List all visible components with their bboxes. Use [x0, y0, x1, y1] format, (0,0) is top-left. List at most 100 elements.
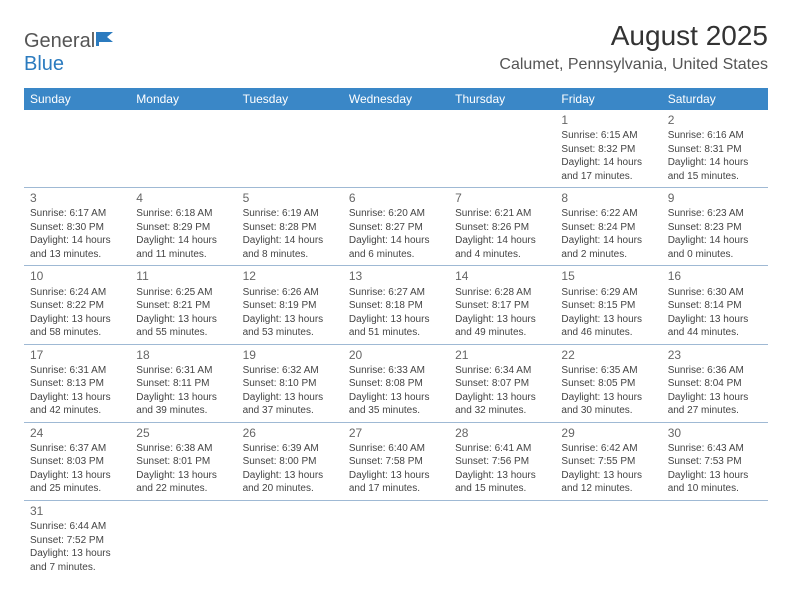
day-number: 18	[136, 347, 230, 363]
day-cell: 30Sunrise: 6:43 AMSunset: 7:53 PMDayligh…	[662, 422, 768, 500]
day-number: 6	[349, 190, 443, 206]
day-detail: Daylight: 14 hours	[668, 234, 762, 248]
day-detail: Sunset: 8:13 PM	[30, 377, 124, 391]
day-number: 25	[136, 425, 230, 441]
day-detail: Sunrise: 6:27 AM	[349, 286, 443, 300]
day-number: 12	[243, 268, 337, 284]
day-detail: Daylight: 14 hours	[349, 234, 443, 248]
day-detail: Sunrise: 6:36 AM	[668, 364, 762, 378]
day-detail: and 35 minutes.	[349, 404, 443, 418]
day-detail: and 13 minutes.	[30, 248, 124, 262]
day-number: 29	[561, 425, 655, 441]
day-detail: and 25 minutes.	[30, 482, 124, 496]
day-detail: Sunset: 8:10 PM	[243, 377, 337, 391]
day-detail: and 49 minutes.	[455, 326, 549, 340]
day-number: 31	[30, 503, 124, 519]
day-detail: and 11 minutes.	[136, 248, 230, 262]
day-cell: 2Sunrise: 6:16 AMSunset: 8:31 PMDaylight…	[662, 110, 768, 188]
logo: General Blue	[24, 30, 117, 76]
day-cell	[449, 110, 555, 188]
day-detail: Sunset: 7:52 PM	[30, 534, 124, 548]
day-detail: Sunrise: 6:15 AM	[561, 129, 655, 143]
day-number: 20	[349, 347, 443, 363]
day-detail: Sunset: 8:22 PM	[30, 299, 124, 313]
day-detail: Sunrise: 6:28 AM	[455, 286, 549, 300]
day-detail: and 30 minutes.	[561, 404, 655, 418]
day-number: 26	[243, 425, 337, 441]
day-detail: Daylight: 14 hours	[455, 234, 549, 248]
logo-general: General	[24, 30, 95, 52]
day-detail: Daylight: 13 hours	[30, 547, 124, 561]
day-detail: Sunrise: 6:19 AM	[243, 207, 337, 221]
day-cell: 16Sunrise: 6:30 AMSunset: 8:14 PMDayligh…	[662, 266, 768, 344]
day-cell: 7Sunrise: 6:21 AMSunset: 8:26 PMDaylight…	[449, 188, 555, 266]
day-detail: Sunset: 8:03 PM	[30, 455, 124, 469]
day-header: Sunday	[24, 88, 130, 110]
day-detail: Sunset: 8:30 PM	[30, 221, 124, 235]
day-detail: and 51 minutes.	[349, 326, 443, 340]
day-detail: and 42 minutes.	[30, 404, 124, 418]
day-cell: 4Sunrise: 6:18 AMSunset: 8:29 PMDaylight…	[130, 188, 236, 266]
day-number: 2	[668, 112, 762, 128]
day-header: Monday	[130, 88, 236, 110]
day-cell: 15Sunrise: 6:29 AMSunset: 8:15 PMDayligh…	[555, 266, 661, 344]
day-cell: 20Sunrise: 6:33 AMSunset: 8:08 PMDayligh…	[343, 344, 449, 422]
day-cell	[237, 500, 343, 578]
day-detail: Sunrise: 6:16 AM	[668, 129, 762, 143]
day-detail: Sunset: 8:11 PM	[136, 377, 230, 391]
day-detail: Sunrise: 6:32 AM	[243, 364, 337, 378]
day-number: 10	[30, 268, 124, 284]
day-cell: 31Sunrise: 6:44 AMSunset: 7:52 PMDayligh…	[24, 500, 130, 578]
day-detail: Sunrise: 6:31 AM	[136, 364, 230, 378]
day-detail: Daylight: 13 hours	[243, 469, 337, 483]
day-detail: and 10 minutes.	[668, 482, 762, 496]
day-number: 3	[30, 190, 124, 206]
day-cell: 22Sunrise: 6:35 AMSunset: 8:05 PMDayligh…	[555, 344, 661, 422]
day-detail: and 17 minutes.	[349, 482, 443, 496]
day-detail: Daylight: 14 hours	[30, 234, 124, 248]
day-header: Tuesday	[237, 88, 343, 110]
day-detail: Sunset: 8:26 PM	[455, 221, 549, 235]
day-detail: Sunrise: 6:40 AM	[349, 442, 443, 456]
day-detail: Sunrise: 6:38 AM	[136, 442, 230, 456]
day-detail: Sunrise: 6:42 AM	[561, 442, 655, 456]
day-cell	[449, 500, 555, 578]
day-detail: and 39 minutes.	[136, 404, 230, 418]
day-number: 21	[455, 347, 549, 363]
day-detail: and 15 minutes.	[668, 170, 762, 184]
day-detail: and 4 minutes.	[455, 248, 549, 262]
day-cell: 5Sunrise: 6:19 AMSunset: 8:28 PMDaylight…	[237, 188, 343, 266]
flag-icon	[95, 30, 117, 53]
day-detail: Sunset: 8:32 PM	[561, 143, 655, 157]
day-detail: Sunset: 8:19 PM	[243, 299, 337, 313]
day-detail: Sunset: 7:53 PM	[668, 455, 762, 469]
day-detail: and 37 minutes.	[243, 404, 337, 418]
day-header: Thursday	[449, 88, 555, 110]
day-detail: Sunrise: 6:35 AM	[561, 364, 655, 378]
week-row: 3Sunrise: 6:17 AMSunset: 8:30 PMDaylight…	[24, 188, 768, 266]
day-detail: and 20 minutes.	[243, 482, 337, 496]
day-detail: and 6 minutes.	[349, 248, 443, 262]
day-detail: Sunrise: 6:44 AM	[30, 520, 124, 534]
day-header: Saturday	[662, 88, 768, 110]
day-cell	[555, 500, 661, 578]
day-detail: Sunrise: 6:31 AM	[30, 364, 124, 378]
day-detail: and 32 minutes.	[455, 404, 549, 418]
day-detail: Sunrise: 6:34 AM	[455, 364, 549, 378]
day-detail: and 22 minutes.	[136, 482, 230, 496]
day-cell: 18Sunrise: 6:31 AMSunset: 8:11 PMDayligh…	[130, 344, 236, 422]
day-detail: Sunrise: 6:21 AM	[455, 207, 549, 221]
day-header-row: SundayMondayTuesdayWednesdayThursdayFrid…	[24, 88, 768, 110]
week-row: 24Sunrise: 6:37 AMSunset: 8:03 PMDayligh…	[24, 422, 768, 500]
day-detail: and 46 minutes.	[561, 326, 655, 340]
day-number: 11	[136, 268, 230, 284]
day-detail: Daylight: 13 hours	[136, 313, 230, 327]
day-cell: 13Sunrise: 6:27 AMSunset: 8:18 PMDayligh…	[343, 266, 449, 344]
day-detail: Sunset: 8:04 PM	[668, 377, 762, 391]
day-detail: Daylight: 13 hours	[455, 391, 549, 405]
day-detail: Sunset: 8:00 PM	[243, 455, 337, 469]
day-detail: and 27 minutes.	[668, 404, 762, 418]
day-detail: and 15 minutes.	[455, 482, 549, 496]
day-detail: Daylight: 13 hours	[455, 313, 549, 327]
day-detail: Sunrise: 6:20 AM	[349, 207, 443, 221]
